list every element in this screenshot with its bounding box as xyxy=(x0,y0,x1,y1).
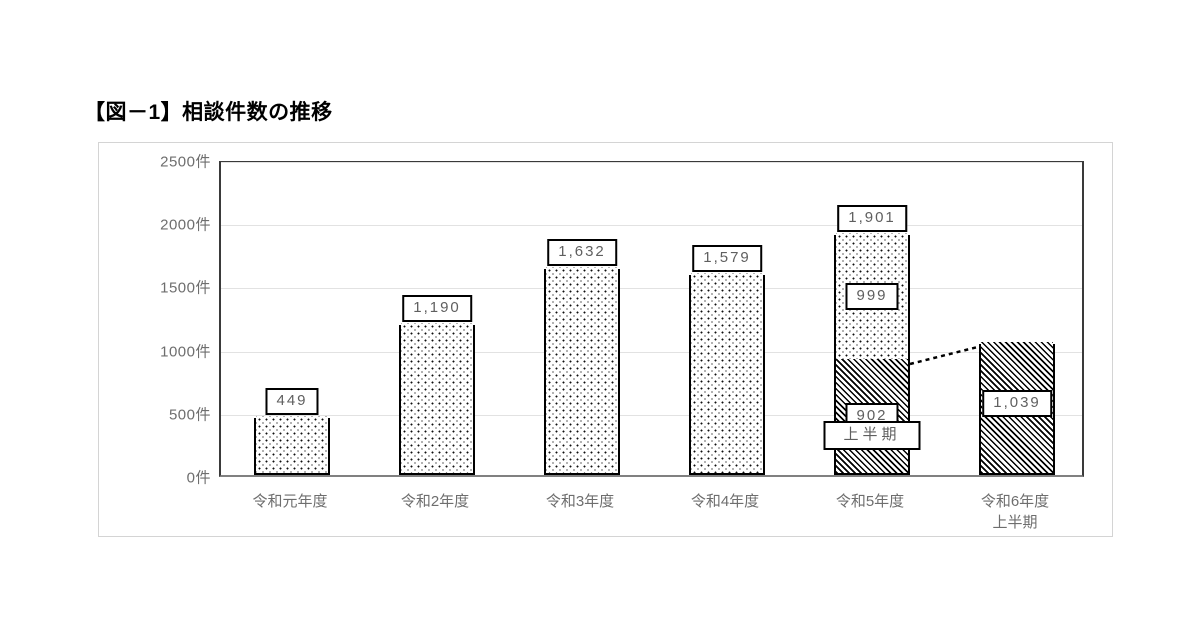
bar[interactable] xyxy=(399,322,475,475)
bar-segment-hatch xyxy=(836,359,908,473)
y-axis-tick-label: 2000件 xyxy=(160,216,211,234)
y-axis-tick-label: 1500件 xyxy=(160,279,211,297)
x-axis-tick-label: 令和4年度 xyxy=(691,491,759,512)
bar-total-label: 1,190 xyxy=(402,294,472,322)
y-axis-tick-label: 1000件 xyxy=(160,343,211,361)
x-axis-label-line: 令和元年度 xyxy=(252,493,328,510)
x-axis-label-line: 令和4年度 xyxy=(690,493,760,510)
plot-area: 4491,1901,6321,5791,901902999上半期1,0391,9… xyxy=(219,161,1084,477)
y-axis: 0件 500件 1000件 1500件 2000件 2500件 xyxy=(99,154,211,487)
y-axis-tick-label: 0件 xyxy=(186,469,211,487)
x-axis-label-line: 令和6年度 xyxy=(980,493,1050,510)
bar-inner-value-label: 1,039 xyxy=(982,390,1052,418)
gridline xyxy=(221,288,1082,290)
x-axis-tick-label: 令和3年度 xyxy=(546,491,614,512)
gridline xyxy=(221,162,1082,163)
bar-segment-dots xyxy=(691,273,763,473)
x-axis-tick-label: 令和2年度 xyxy=(401,491,469,512)
x-axis-tick-label: 令和元年度 xyxy=(252,491,327,512)
bar[interactable] xyxy=(689,273,765,475)
y-axis-tick-label: 2500件 xyxy=(160,153,211,171)
x-axis-label-line: 令和5年度 xyxy=(835,493,905,510)
period-note-label: 上半期 xyxy=(823,420,921,450)
x-axis-label-line: 令和2年度 xyxy=(400,493,470,510)
bar-total-label: 449 xyxy=(265,388,319,416)
bar-segment-value-label: 999 xyxy=(845,282,899,310)
connector-line xyxy=(909,345,980,366)
x-axis-tick-label: 令和5年度 xyxy=(836,491,904,512)
bar-segment-dots xyxy=(256,416,328,473)
x-axis-label-line: 上半期 xyxy=(992,514,1038,531)
x-axis-tick-label: 令和6年度上半期 xyxy=(981,491,1049,533)
chart-container: 0件 500件 1000件 1500件 2000件 2500件 449 1,190 1,632… xyxy=(98,142,1113,537)
bar-segment-dots xyxy=(546,266,618,473)
gridline xyxy=(221,225,1082,227)
bar-segment-dots xyxy=(401,322,473,473)
gridline xyxy=(221,414,1082,416)
x-axis-label-line: 令和3年度 xyxy=(545,493,615,510)
bar[interactable] xyxy=(254,416,330,475)
bar-total-label: 1,632 xyxy=(547,238,617,266)
y-axis-tick-label: 500件 xyxy=(168,406,211,424)
bar-total-label: 1,579 xyxy=(692,245,762,273)
figure-title: 【図－1】相談件数の推移 xyxy=(84,101,333,124)
bar[interactable] xyxy=(544,266,620,475)
x-axis: 令和元年度 令和2年度 令和3年度 令和4年度 令和5年度 令和6年度上半期 xyxy=(219,483,1084,543)
gridline xyxy=(221,351,1082,353)
bar-total-label: 1,901 xyxy=(837,204,907,232)
